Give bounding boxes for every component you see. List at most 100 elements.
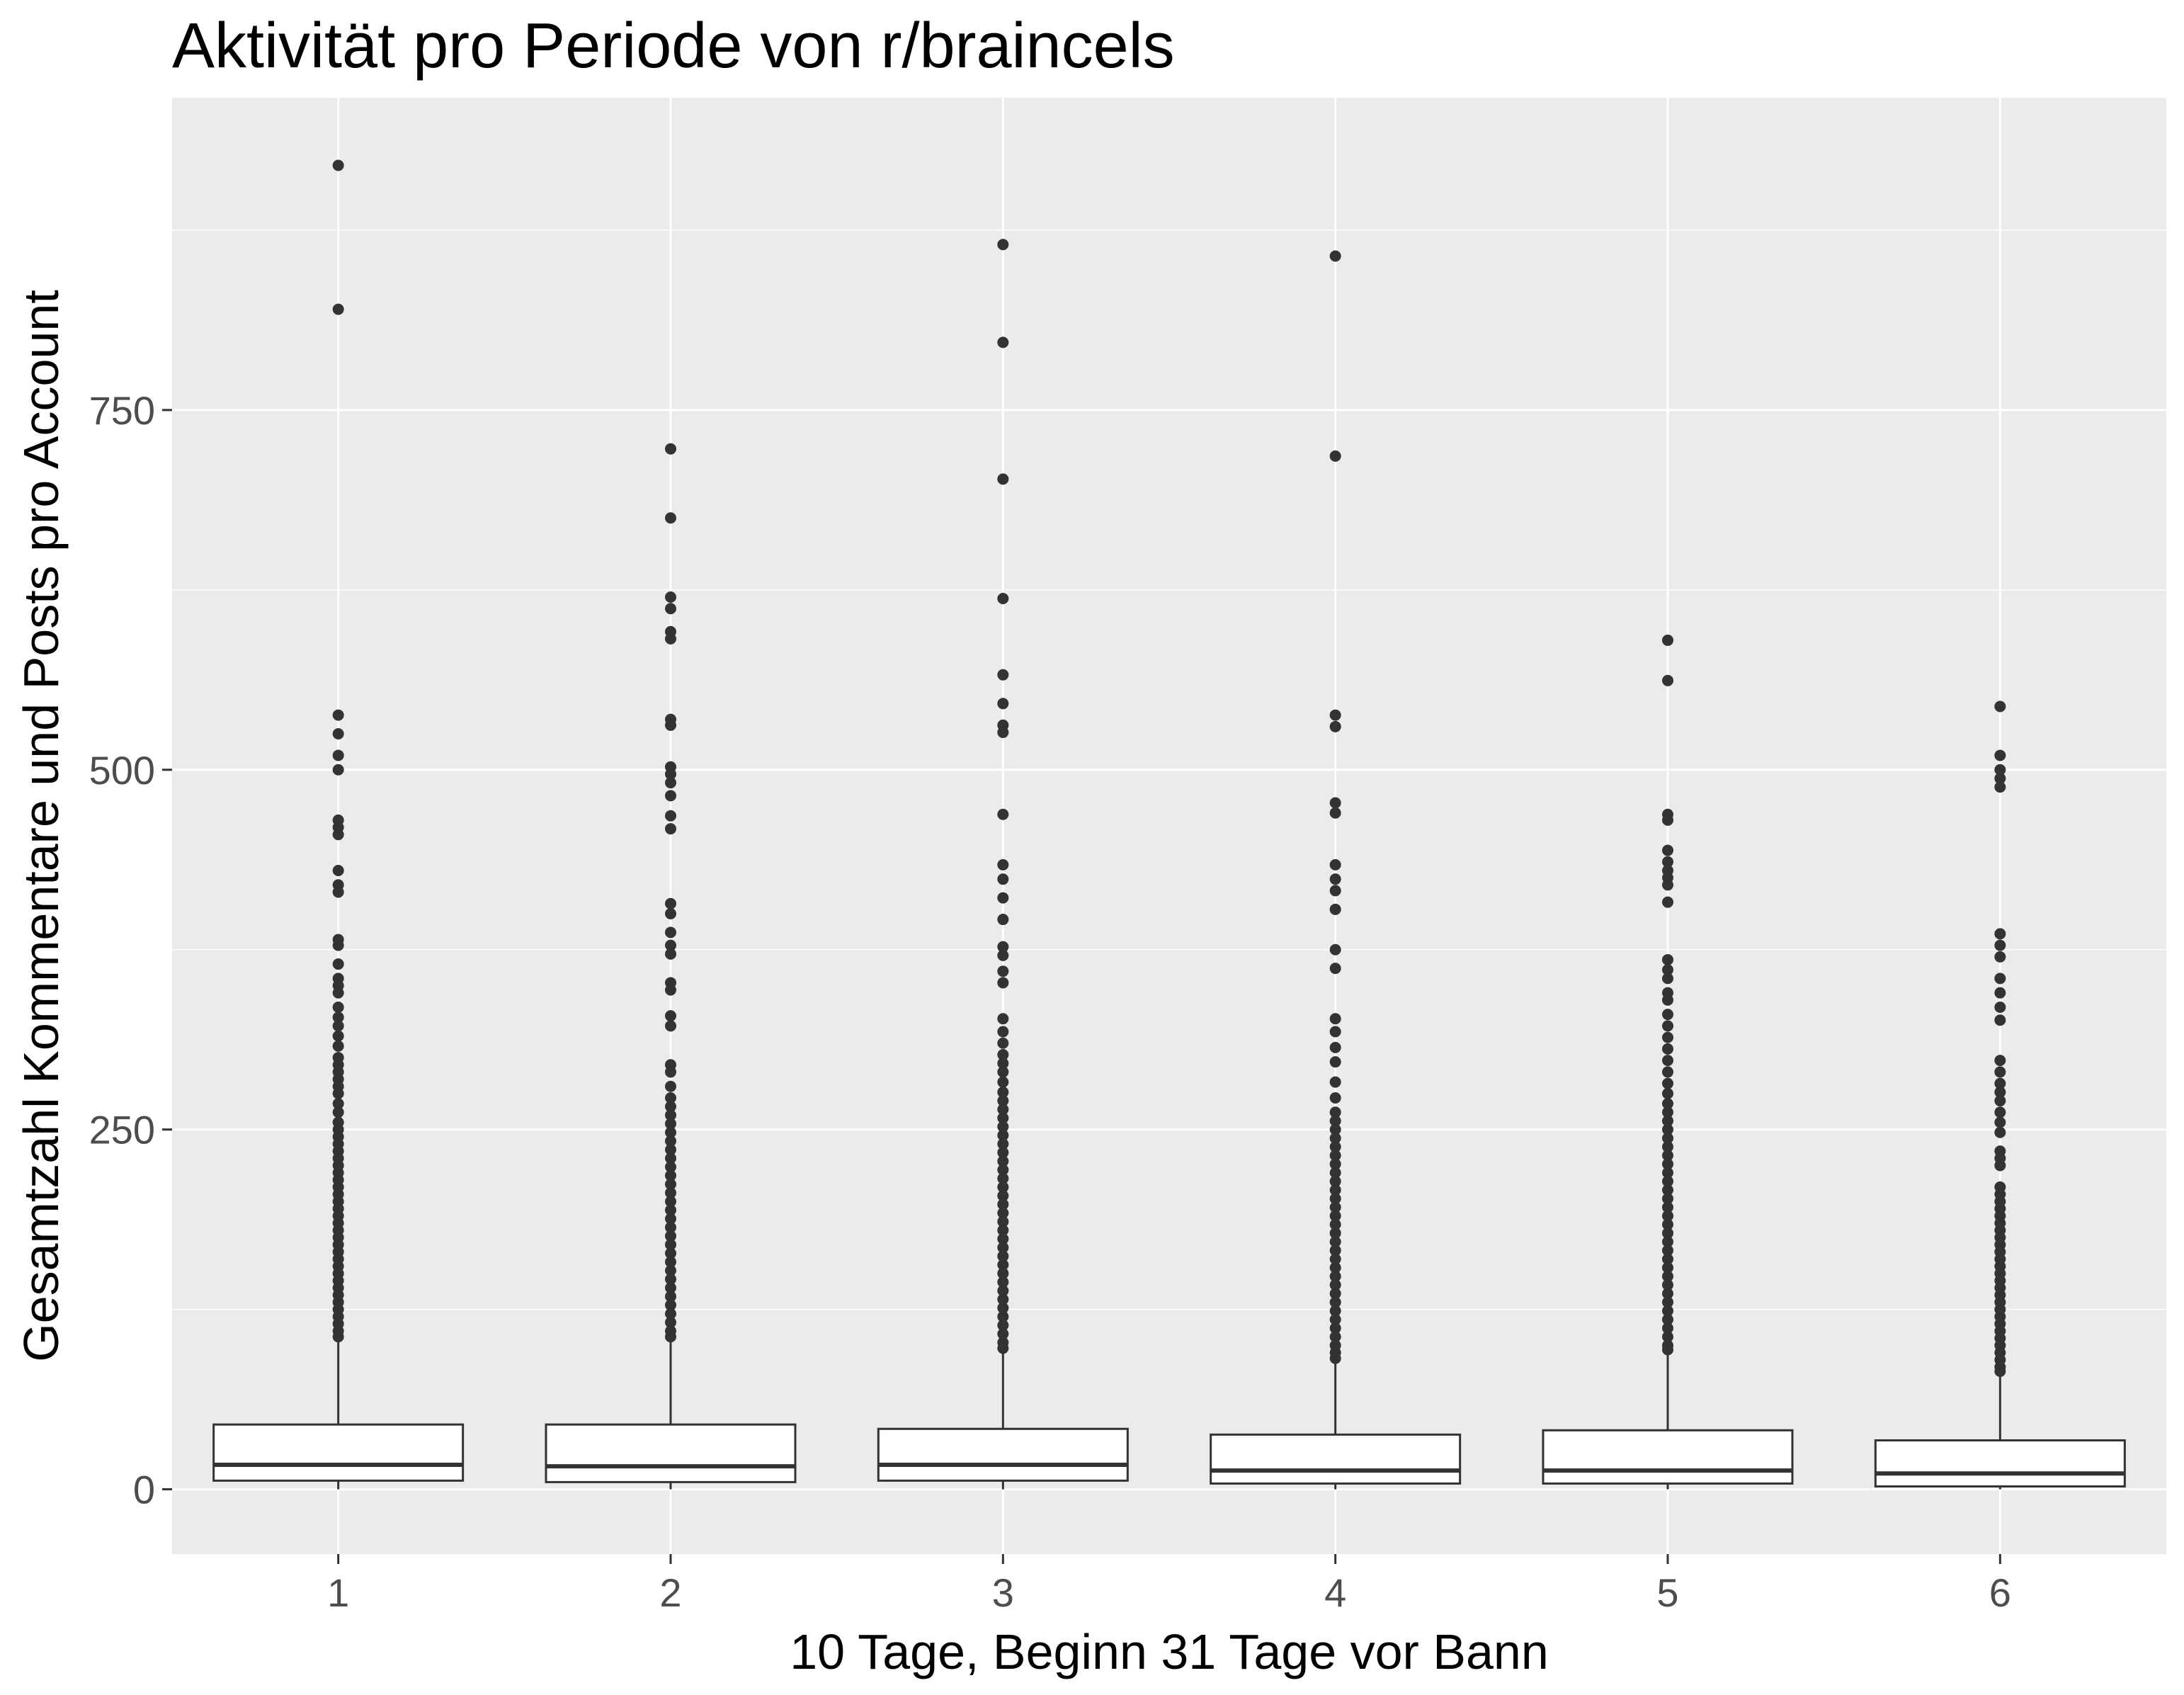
y-axis-title: Gesamtzahl Kommentare und Posts pro Acco… [13,290,69,1362]
box-group-6 [1874,701,2126,1490]
outlier-point [997,941,1009,953]
outlier-point [997,336,1009,348]
outlier-point [997,473,1009,485]
outlier-point [665,1135,676,1147]
outlier-point [665,1187,676,1199]
outlier-point [1662,953,1673,965]
outlier-point [332,1106,344,1118]
x-axis-title: 10 Tage, Beginn 31 Tage vor Bann [790,1624,1549,1679]
y-tick-label: 0 [133,1468,155,1512]
outlier-point [1994,781,2006,793]
box-iqr [877,1427,1129,1482]
outlier-point [332,886,344,898]
outlier-point [997,1172,1009,1184]
outlier-point [332,1087,344,1099]
outlier-point [332,1098,344,1110]
outlier-point [997,1259,1009,1271]
x-tick-label: 3 [992,1570,1014,1615]
outlier-point [997,1086,1009,1098]
outlier-point [1329,885,1341,897]
outlier-point [665,1126,676,1138]
outlier-point [1662,1227,1673,1239]
outlier-point [332,1331,344,1343]
outlier-point [665,926,676,939]
outlier-point [332,958,344,970]
outlier-point [1329,1041,1341,1053]
x-tick-label: 2 [659,1570,681,1615]
outlier-point [1329,1352,1341,1364]
outlier-point [332,1030,344,1042]
outlier-point [997,1233,1009,1245]
outlier-point [332,987,344,999]
outlier-point [665,897,676,909]
outlier-point [1662,1210,1673,1222]
outlier-point [332,1020,344,1032]
outlier-point [665,1144,676,1156]
x-tick-label: 4 [1324,1570,1346,1615]
outlier-point [997,949,1009,961]
box-group-5 [1542,634,1794,1490]
outlier-point [665,1331,676,1343]
outlier-point [1662,973,1673,985]
outlier-point [1329,1305,1341,1317]
outlier-point [997,1104,1009,1116]
outlier-point [1662,1262,1673,1274]
outlier-point [997,1293,1009,1305]
outlier-point [1329,1270,1341,1282]
outlier-point [1329,1262,1341,1274]
outlier-point [665,984,676,996]
outlier-point [1662,1132,1673,1144]
outlier-point [332,939,344,951]
outlier-point [1329,1106,1341,1118]
outlier-point [997,914,1009,926]
box-iqr [212,1423,465,1482]
outlier-point [1329,1279,1341,1291]
outlier-point [1329,250,1341,262]
outlier-point [332,829,344,841]
outlier-point [1329,903,1341,915]
outlier-point [1994,1095,2006,1107]
outlier-point [997,1121,1009,1133]
outlier-point [1329,858,1341,871]
outlier-point [997,1198,1009,1211]
outlier-point [665,1264,676,1276]
box-iqr [1542,1429,1794,1485]
outlier-point [1662,879,1673,891]
outlier-point [665,1230,676,1242]
outlier-point [665,777,676,789]
outlier-point [1662,1253,1673,1265]
outlier-point [1662,1245,1673,1257]
outlier-point [997,1095,1009,1107]
outlier-point [1662,844,1673,856]
outlier-point [997,669,1009,681]
outlier-point [997,977,1009,989]
outlier-point [1662,1115,1673,1127]
outlier-point [665,810,676,822]
outlier-point [1662,964,1673,976]
outlier-point [1329,720,1341,732]
outlier-point [665,1066,676,1078]
outlier-point [997,1190,1009,1202]
outlier-point [997,698,1009,710]
outlier-point [1662,1193,1673,1205]
y-tick-label: 500 [89,748,155,793]
outlier-point [1662,1098,1673,1110]
outlier-point [1994,1066,2006,1078]
chart-title: Aktivität pro Periode von r/braincels [172,11,1175,81]
outlier-point [1662,1158,1673,1170]
outlier-point [1662,1305,1673,1317]
outlier-point [1662,896,1673,908]
outlier-point [1329,1210,1341,1222]
outlier-point [997,965,1009,977]
outlier-point [997,1215,1009,1228]
outlier-point [332,727,344,739]
outlier-point [1994,764,2006,776]
box-group-4 [1210,250,1462,1490]
outlier-point [665,1316,676,1328]
outlier-point [997,1250,1009,1262]
outlier-point [997,1112,1009,1124]
x-axis: 1 2 3 4 5 6 [327,1554,2011,1615]
outlier-point [665,443,676,455]
outlier-point [665,1204,676,1216]
outlier-point [1994,1160,2006,1172]
